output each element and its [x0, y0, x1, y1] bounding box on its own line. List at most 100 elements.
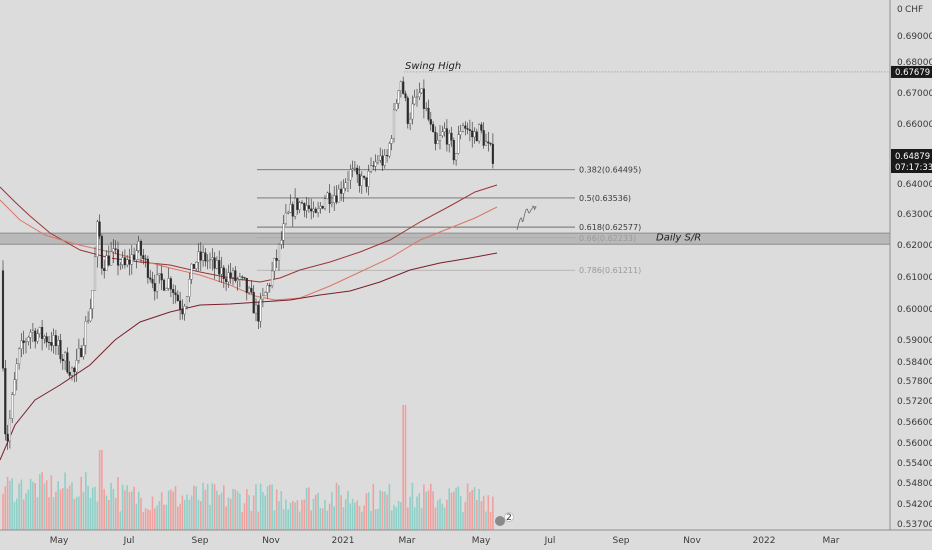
candle-body [317, 208, 320, 213]
volume-bar [250, 510, 253, 530]
volume-bar [388, 483, 391, 530]
volume-bar [87, 485, 89, 530]
volume-bar [395, 507, 398, 530]
candle-body [206, 260, 209, 262]
candle-body [18, 348, 21, 365]
candle-body [452, 140, 455, 161]
volume-bar [372, 483, 375, 530]
price-axis: 0CHF0.690000.680000.670000.660000.650000… [889, 0, 932, 530]
volume-bar [239, 493, 241, 530]
volume-bar [363, 505, 365, 530]
candle-body [149, 277, 152, 280]
ma-mid-line [0, 184, 498, 283]
volume-bar [163, 504, 165, 530]
volume-bar [114, 498, 117, 530]
volume-bar [13, 501, 16, 530]
candle-body [436, 140, 439, 144]
volume-bar [275, 489, 278, 530]
candle-body [181, 309, 184, 315]
candle-body [307, 205, 310, 209]
candle-body [38, 327, 41, 334]
volume-bar [52, 497, 55, 530]
volume-bar [193, 485, 195, 530]
candle-body [489, 143, 492, 145]
candle-body [59, 340, 62, 360]
fib-label: 0.786(0.61211) [579, 266, 641, 275]
candle-body [420, 88, 423, 94]
volume-badge-count-bg [504, 512, 514, 522]
candle-body [356, 167, 359, 175]
candle-body [229, 272, 232, 278]
candle-body [112, 248, 115, 253]
volume-bar [96, 501, 99, 530]
candle-body [450, 132, 453, 141]
time-tick-label: Sep [613, 536, 630, 546]
volume-bar [18, 483, 20, 530]
volume-bar [409, 496, 411, 530]
candle-body [24, 341, 28, 343]
volume-bar [294, 502, 296, 530]
volume-bar [149, 510, 151, 530]
last-price: 0.64879 [895, 152, 930, 162]
candle-body [165, 288, 168, 291]
volume-bar [459, 495, 462, 530]
swing-high-price: 0.67679 [895, 68, 930, 78]
candle-body [146, 258, 149, 278]
volume-bar [55, 491, 57, 530]
candle-body [151, 279, 154, 284]
candle-body [261, 295, 264, 300]
volume-bar [105, 495, 108, 530]
volume-bar [117, 477, 119, 530]
last-price-badge-bg [891, 149, 932, 173]
candle-body [197, 251, 200, 263]
candle-body [284, 212, 287, 224]
candle-body [34, 330, 37, 342]
candle-body [448, 132, 451, 145]
candle-body [252, 292, 255, 314]
volume-bar [354, 502, 356, 530]
candle-body [351, 168, 354, 170]
candle-body [245, 277, 248, 293]
volume-bar [361, 511, 363, 530]
volume-bar [16, 498, 18, 530]
volume-bar [321, 508, 324, 530]
candle-body [199, 251, 202, 261]
candle-body [390, 138, 393, 144]
volume-bar [64, 472, 66, 530]
candle-body [386, 155, 389, 157]
time-tick-label: 2021 [332, 536, 355, 546]
candle-body [218, 260, 221, 275]
candle-body [70, 367, 74, 376]
candle-body [459, 131, 462, 135]
volume-bar [172, 491, 174, 530]
candle-body [296, 198, 299, 210]
candle-body [434, 131, 437, 144]
volume-bar [315, 494, 317, 530]
volume-bar [140, 498, 142, 530]
volume-bar [349, 503, 352, 530]
candle-body [213, 257, 216, 269]
volume-bar [264, 495, 266, 530]
candle-body [250, 287, 253, 293]
candle-body [225, 278, 228, 283]
volume-bar [480, 501, 483, 530]
volume-bar [151, 496, 154, 530]
candle-body [445, 128, 448, 145]
volume-bar [436, 500, 439, 530]
daily-sr-zone [0, 232, 890, 245]
volume-bar [43, 483, 46, 530]
candle-body [464, 125, 467, 129]
volume-bar [170, 489, 172, 530]
volume-bar [236, 491, 239, 530]
volume-bar [418, 493, 421, 530]
volume-bar [204, 489, 207, 530]
candle-body [8, 418, 11, 442]
volume-bar [29, 478, 32, 530]
candle-body [418, 92, 421, 98]
candle-body [121, 257, 124, 265]
volume-bar [377, 508, 379, 530]
candle-body [1, 270, 5, 369]
volume-bar [338, 485, 340, 530]
